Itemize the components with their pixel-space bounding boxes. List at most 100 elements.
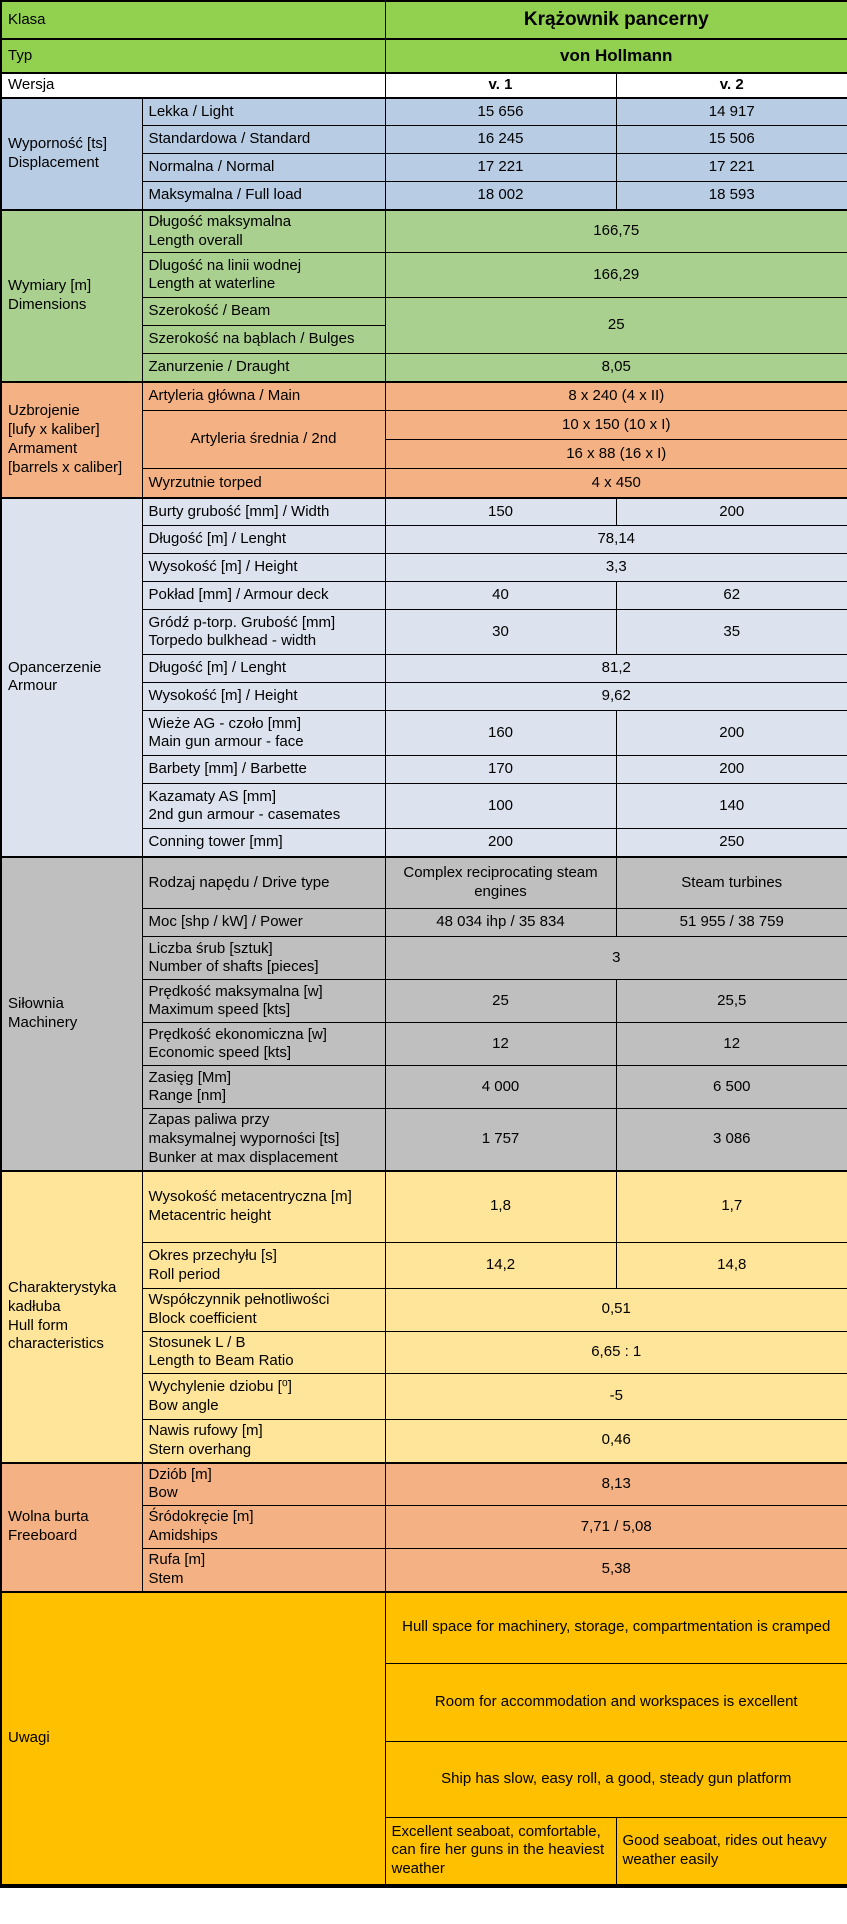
merged-value-cell: 8,13 xyxy=(384,1461,847,1506)
v2-value-cell: 6 500 xyxy=(615,1065,847,1110)
row-label-en: Metacentric height xyxy=(148,1206,272,1224)
typ-value-cell: von Hollmann xyxy=(384,38,847,74)
merged-value-cell: 166,29 xyxy=(384,252,847,299)
v2-value-cell: 140 xyxy=(615,783,847,830)
v1-value-cell: 200 xyxy=(384,828,617,858)
merged-value-cell: 7,71 / 5,08 xyxy=(384,1505,847,1549)
v2-value-cell: 250 xyxy=(615,828,847,858)
row-label-en: Main gun armour - face xyxy=(148,733,304,751)
table-row: Wyrzutnie torped 4 x 450 xyxy=(1,468,847,499)
row-label-en: Bow xyxy=(148,1484,178,1502)
row-label-cell: Artyleria główna / Main xyxy=(141,380,386,412)
section-label-cell-freeboard: Wolna burta Freeboard xyxy=(0,1461,143,1592)
table-row: Okres przechyłu [s] Roll period 14,2 14,… xyxy=(1,1242,847,1289)
table-row: Standardowa / Standard 16 245 15 506 xyxy=(1,125,847,155)
merged-value-cell: 3,3 xyxy=(384,553,847,583)
table-row: Rufa [m] Stem 5,38 xyxy=(1,1548,847,1592)
v1-value-cell: 25 xyxy=(384,979,617,1024)
v2-value-cell: 25,5 xyxy=(615,979,847,1024)
row-label-cell: Barbety [mm] / Barbette xyxy=(141,755,386,785)
row-label-cell: Wyrzutnie torped xyxy=(141,468,386,499)
table-row: Excellent seaboat, comfortable, can fire… xyxy=(1,1817,847,1886)
row-label-cell: Szerokość / Beam xyxy=(141,297,386,327)
remark-v2-cell: Good seaboat, rides out heavy weather ea… xyxy=(615,1817,847,1886)
table-row: Conning tower [mm] 200 250 xyxy=(1,828,847,858)
table-row: Zasięg [Mm] Range [nm] 4 000 6 500 xyxy=(1,1065,847,1110)
klasa-value-cell: Krążownik pancerny xyxy=(384,0,847,40)
merged-value-cell: 6,65 : 1 xyxy=(384,1330,847,1374)
table-row: Stosunek L / B Length to Beam Ratio 6,65… xyxy=(1,1330,847,1374)
row-label-en: Maximum speed [kts] xyxy=(148,1001,291,1019)
row-label-pl: Prędkość ekonomiczna [w] xyxy=(148,1025,327,1043)
v1-value-cell: 12 xyxy=(384,1022,617,1067)
merged-value-cell: 25 xyxy=(384,297,847,355)
section-label-pl: Charakterystyka kadłuba xyxy=(8,1279,117,1315)
table-row: Liczba śrub [sztuk] Number of shafts [pi… xyxy=(1,936,847,981)
v1-value-cell: 30 xyxy=(384,609,617,656)
row-label-cell: Kazamaty AS [mm] 2nd gun armour - casema… xyxy=(141,783,386,830)
row-label-pl: Rufa [m] xyxy=(148,1551,206,1568)
merged-value-cell: 78,14 xyxy=(384,525,847,555)
row-label-cell: Standardowa / Standard xyxy=(141,125,386,155)
row-label-cell: Lekka / Light xyxy=(141,96,386,127)
v1-value-cell: 160 xyxy=(384,710,617,757)
table-row: Uwagi Hull space for machinery, storage,… xyxy=(0,1590,847,1886)
row-label-en: Roll period xyxy=(148,1265,221,1283)
table-row: Ship has slow, easy roll, a good, steady… xyxy=(1,1741,847,1818)
section-label-en: Dimensions xyxy=(8,295,87,313)
section-label-pl: Wolna burta xyxy=(8,1508,89,1526)
v2-value-cell: 62 xyxy=(615,581,847,611)
section-label-line: Armament xyxy=(8,439,78,457)
section-label-pl: Opancerzenie xyxy=(8,658,102,676)
table-row: Śródokręcie [m] Amidships 7,71 / 5,08 xyxy=(1,1505,847,1549)
row-label-cell: Wysokość metacentryczna [m] Metacentric … xyxy=(141,1169,386,1243)
row-label-pl: Prędkość maksymalna [w] xyxy=(148,982,323,1000)
table-row: Wolna burta Freeboard Dziób [m] Bow 8,13 xyxy=(0,1461,847,1592)
row-label-en: Range [nm] xyxy=(148,1087,227,1105)
row-label-cell: Dziób [m] Bow xyxy=(141,1461,386,1506)
row-label-en: Stem xyxy=(148,1569,184,1587)
row-label-pl: Liczba śrub [sztuk] xyxy=(148,939,273,957)
row-label-cell: Pokład [mm] / Armour deck xyxy=(141,581,386,611)
merged-value-cell: 3 xyxy=(384,936,847,981)
row-label-cell: Maksymalna / Full load xyxy=(141,181,386,211)
row-label-cell: Zasięg [Mm] Range [nm] xyxy=(141,1065,386,1110)
table-row: Uzbrojenie [lufy x kaliber] Armament [ba… xyxy=(0,380,847,499)
row-label-cell: Wychylenie dziobu [⁰] Bow angle xyxy=(141,1373,386,1420)
v1-value-cell: 15 656 xyxy=(384,96,617,127)
merged-value-cell: 16 x 88 (16 x I) xyxy=(384,439,847,470)
row-label-cell: Stosunek L / B Length to Beam Ratio xyxy=(141,1330,386,1374)
merged-value-cell: 8 x 240 (4 x II) xyxy=(384,380,847,412)
row-label-cell: Normalna / Normal xyxy=(141,153,386,183)
v1-value-cell: 18 002 xyxy=(384,181,617,211)
table-row: Szerokość na bąblach / Bulges xyxy=(1,325,847,355)
section-label-cell-hull-form: Charakterystyka kadłuba Hull form charac… xyxy=(0,1169,143,1463)
merged-value-cell: 166,75 xyxy=(384,208,847,254)
row-label-en: Block coefficient xyxy=(148,1309,257,1327)
v1-value-cell: 1 757 xyxy=(384,1108,617,1171)
row-label-cell: Artyleria średnia / 2nd xyxy=(141,410,386,470)
table-row: Wyporność [ts] Displacement Lekka / Ligh… xyxy=(0,96,847,211)
table-row: 16 x 88 (16 x I) xyxy=(1,439,847,470)
row-label-en: 2nd gun armour - casemates xyxy=(148,806,341,824)
row-label-cell: Gródź p-torp. Grubość [mm] Torpedo bulkh… xyxy=(141,609,386,656)
section-label-pl: Siłownia xyxy=(8,994,64,1012)
table-row: Wersja v. 1 v. 2 xyxy=(0,72,847,99)
row-label-cell: Rodzaj napędu / Drive type xyxy=(141,855,386,910)
section-label-en: Machinery xyxy=(8,1013,78,1031)
table-row: Maksymalna / Full load 18 002 18 593 xyxy=(1,181,847,211)
table-row: Wysokość [m] / Height 9,62 xyxy=(1,682,847,712)
row-label-cell: Długość [m] / Lenght xyxy=(141,525,386,555)
merged-value-cell: 10 x 150 (10 x I) xyxy=(384,410,847,441)
row-label-en: Length to Beam Ratio xyxy=(148,1352,294,1370)
merged-value-cell: 5,38 xyxy=(384,1548,847,1592)
v2-value-cell: Steam turbines xyxy=(615,855,847,910)
table-row: Zapas paliwa przy maksymalnej wyporności… xyxy=(1,1108,847,1171)
section-label-line: [lufy x kaliber] xyxy=(8,421,100,438)
table-row: Nawis rufowy [m] Stern overhang 0,46 xyxy=(1,1419,847,1463)
table-row: Wieże AG - czoło [mm] Main gun armour - … xyxy=(1,710,847,757)
remark-v1-cell: Excellent seaboat, comfortable, can fire… xyxy=(384,1817,617,1886)
table-row: Opancerzenie Armour Burty grubość [mm] /… xyxy=(0,496,847,858)
table-row: Moc [shp / kW] / Power 48 034 ihp / 35 8… xyxy=(1,908,847,938)
v2-value-cell: 18 593 xyxy=(615,181,847,211)
